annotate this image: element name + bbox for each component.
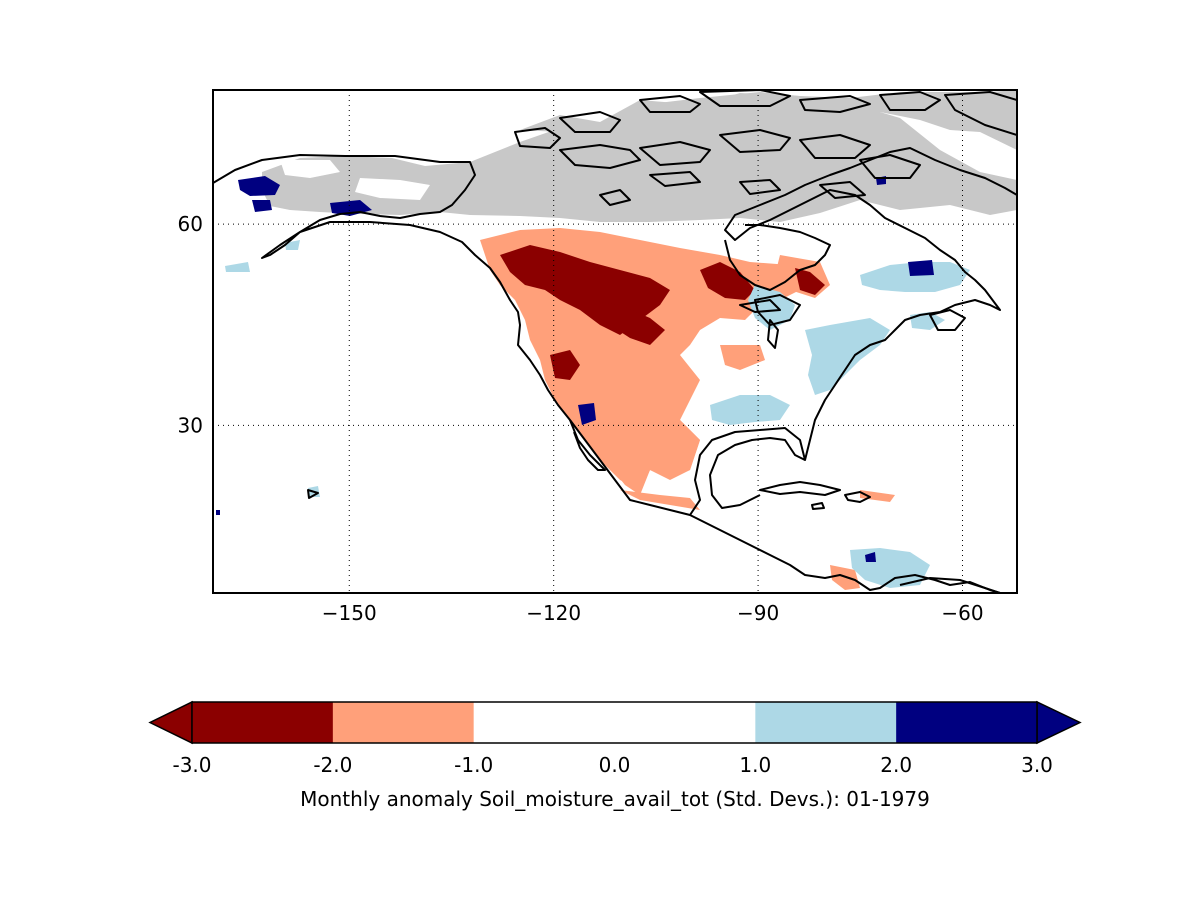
- colorbar-segment: [332, 702, 475, 743]
- extreme-dry-plains: [590, 300, 665, 345]
- longitude-tick-label: −120: [526, 601, 581, 625]
- coastline-north-america: [212, 154, 1001, 594]
- wet-anomaly-northeast-canada: [860, 262, 970, 292]
- coastline-cuba: [759, 481, 841, 496]
- coastline-arctic-island-10: [799, 134, 871, 159]
- latitude-tick-label: 30: [178, 413, 203, 437]
- coastline-arctic-island-1: [514, 127, 561, 149]
- colorbar-tick-label: 3.0: [1021, 753, 1053, 777]
- colorbar-segment: [755, 702, 897, 743]
- coastline-arctic-island-15: [599, 189, 631, 206]
- extreme-dry-ontario: [700, 262, 755, 300]
- coastlines: [212, 89, 1018, 594]
- coastline-south-america: [899, 577, 1001, 594]
- dry-anomaly-caribbean: [860, 490, 895, 502]
- longitude-tick-label: −90: [737, 601, 779, 625]
- coastline-lake-superior: [739, 299, 781, 313]
- dry-anomaly-central: [720, 345, 765, 370]
- wet-anomaly-alaska-pen: [285, 240, 300, 250]
- extreme-dry-quebec: [795, 268, 825, 295]
- colorbar-tick-label: 2.0: [880, 753, 912, 777]
- missing-data-region: [262, 92, 1017, 222]
- colorbar-tick-label: 0.0: [599, 753, 631, 777]
- extreme-wet-labrador: [908, 260, 934, 276]
- longitude-tick-label: −60: [941, 601, 983, 625]
- coastline-jamaica: [811, 502, 825, 510]
- latitude-tick-label: 60: [178, 212, 203, 236]
- map-frame: [212, 89, 1018, 594]
- coastline-baja: [569, 419, 606, 471]
- colorbar-tick-label: -1.0: [454, 753, 493, 777]
- colorbar-segment: [192, 702, 334, 743]
- coastline-arctic-island-11: [859, 154, 921, 179]
- colorbar-segment: [473, 702, 615, 743]
- coastline-arctic-island-3: [639, 95, 701, 113]
- latitude-ticks: 60 30: [178, 212, 203, 437]
- extreme-wet-baja: [578, 403, 596, 425]
- extreme-wet-central-america: [865, 552, 876, 562]
- wet-anomaly-gulf-coast: [710, 395, 790, 425]
- coastline-arctic-island-13: [739, 179, 781, 195]
- colorbar-extend-under: [148, 700, 193, 745]
- coastline-newfoundland: [929, 309, 966, 331]
- coastline-east: [724, 147, 1018, 461]
- colorbar-tick-label: -3.0: [172, 753, 211, 777]
- coastline-hispaniola: [844, 491, 871, 503]
- anomaly-field: [216, 90, 1017, 590]
- colorbar-tick-labels: -3.0 -2.0 -1.0 0.0 1.0 2.0 3.0: [172, 753, 1052, 777]
- extreme-wet-alaska-west: [238, 176, 280, 196]
- normal-region-yukon: [355, 178, 430, 200]
- colorbar-tick-label: -2.0: [313, 753, 352, 777]
- colorbar-tick-label: 1.0: [739, 753, 771, 777]
- coastline-arctic-island-6: [879, 91, 941, 111]
- coastline-arctic-island-8: [639, 141, 711, 166]
- colorbar-extend-over: [1036, 700, 1082, 745]
- coastline-arctic-island-14: [819, 181, 866, 199]
- coastline-gulf: [689, 427, 806, 516]
- dry-anomaly-mexico: [620, 490, 700, 510]
- map-panel: −150 −120 −90 −60 60 30: [178, 89, 1018, 625]
- longitude-tick-label: −150: [322, 601, 377, 625]
- extreme-wet-pacific-dot: [216, 510, 220, 515]
- wet-anomaly-alaska-west: [225, 262, 250, 272]
- colorbar-segment: [614, 702, 756, 743]
- wet-anomaly-east-coast: [805, 318, 890, 395]
- coastline-arctic-island-9: [719, 129, 791, 153]
- extreme-dry-southwest: [550, 350, 580, 380]
- graticule: [213, 90, 1017, 593]
- colorbar-segment: [896, 702, 1038, 743]
- colorbar-outline: [191, 701, 1038, 744]
- colorbar-segments: [148, 700, 1082, 745]
- normal-region-alaska: [280, 160, 340, 178]
- coastline-arctic-island-7: [559, 144, 641, 169]
- coastline-hawaii: [307, 489, 319, 499]
- coastline-arctic-island-5: [799, 95, 871, 113]
- colorbar-title: Monthly anomaly Soil_moisture_avail_tot …: [300, 787, 930, 811]
- extreme-wet-alaska-sw: [252, 200, 272, 212]
- colorbar: -3.0 -2.0 -1.0 0.0 1.0 2.0 3.0 Monthly anomaly…: [148, 700, 1082, 811]
- coastline-arctic-island-12: [649, 171, 701, 187]
- coastline-lake-michigan: [767, 319, 779, 349]
- longitude-ticks: −150 −120 −90 −60: [322, 601, 984, 625]
- coastline-hudson-bay: [724, 224, 831, 291]
- coastline-arctic-island-2: [559, 111, 621, 133]
- dry-anomaly-texas: [600, 410, 700, 495]
